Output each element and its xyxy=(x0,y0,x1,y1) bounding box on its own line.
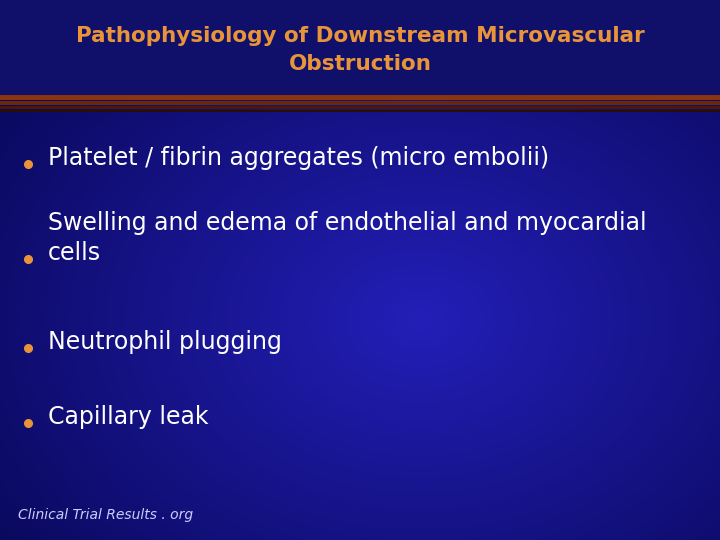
Text: Neutrophil plugging: Neutrophil plugging xyxy=(48,330,282,354)
Text: Pathophysiology of Downstream Microvascular: Pathophysiology of Downstream Microvascu… xyxy=(76,25,644,45)
Text: Capillary leak: Capillary leak xyxy=(48,406,209,429)
Text: Platelet / fibrin aggregates (micro embolii): Platelet / fibrin aggregates (micro embo… xyxy=(48,146,549,170)
Bar xyxy=(0,106,720,109)
Bar xyxy=(0,101,720,105)
Text: Obstruction: Obstruction xyxy=(289,53,431,73)
Bar xyxy=(0,95,720,100)
Bar xyxy=(0,110,720,112)
Text: Swelling and edema of endothelial and myocardial
cells: Swelling and edema of endothelial and my… xyxy=(48,211,647,265)
Bar xyxy=(0,0,720,95)
Text: Clinical Trial Results . org: Clinical Trial Results . org xyxy=(18,508,193,522)
